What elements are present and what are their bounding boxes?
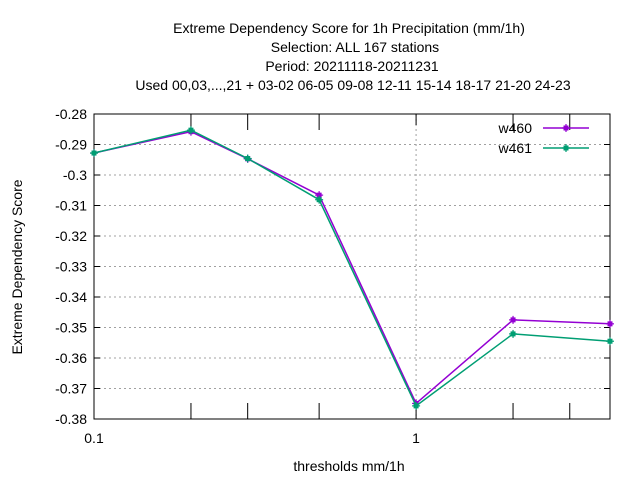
y-tick-label: -0.38 [55, 411, 87, 427]
data-point [606, 337, 614, 346]
legend-label: w460 [498, 120, 533, 136]
chart-title-line-2: Selection: ALL 167 stations [271, 39, 439, 55]
x-tick-label: 1 [412, 430, 420, 446]
x-tick-label: 0.1 [84, 430, 104, 446]
series [90, 126, 614, 410]
y-tick-label: -0.37 [55, 381, 87, 397]
data-point [90, 149, 98, 158]
series-line [93, 129, 611, 408]
chart-title-line-3: Period: 20211118-20211231 [265, 58, 439, 74]
y-tick-label: -0.3 [63, 167, 87, 183]
y-axis-label: Extreme Dependency Score [9, 179, 25, 354]
series-w460 [90, 127, 614, 408]
data-point [412, 401, 421, 410]
legend-label: w461 [498, 140, 533, 156]
plot-frame [93, 113, 611, 420]
y-tick-label: -0.36 [55, 350, 87, 366]
legend: w460 w461 [498, 120, 589, 156]
y-tick-label: -0.29 [55, 137, 87, 153]
y-tick-label: -0.28 [55, 106, 87, 122]
data-point [606, 319, 614, 328]
x-axis-label: thresholds mm/1h [293, 458, 404, 474]
x-tick-labels: 0.1 1 [84, 430, 420, 446]
y-tick-label: -0.34 [55, 289, 87, 305]
data-point [186, 126, 195, 135]
chart-title-line-4: Used 00,03,...,21 + 03-02 06-05 09-08 12… [135, 77, 570, 93]
y-tick-label: -0.32 [55, 228, 87, 244]
y-tick-labels: -0.28 -0.29 -0.3 -0.31 -0.32 -0.33 -0.34 -0.35 -… [55, 106, 87, 427]
data-point [243, 154, 252, 163]
y-tick-label: -0.35 [55, 320, 87, 336]
chart-title-line-1: Extreme Dependency Score for 1h Precipit… [173, 20, 525, 36]
data-point [315, 195, 324, 204]
data-point [509, 315, 518, 324]
series-line [93, 130, 611, 405]
y-tick-label: -0.33 [55, 259, 87, 275]
grid [94, 114, 610, 419]
legend-marker [562, 124, 570, 132]
y-tick-label: -0.31 [55, 198, 87, 214]
legend-marker [562, 144, 570, 152]
series-w461 [90, 126, 614, 410]
data-point [509, 329, 518, 338]
